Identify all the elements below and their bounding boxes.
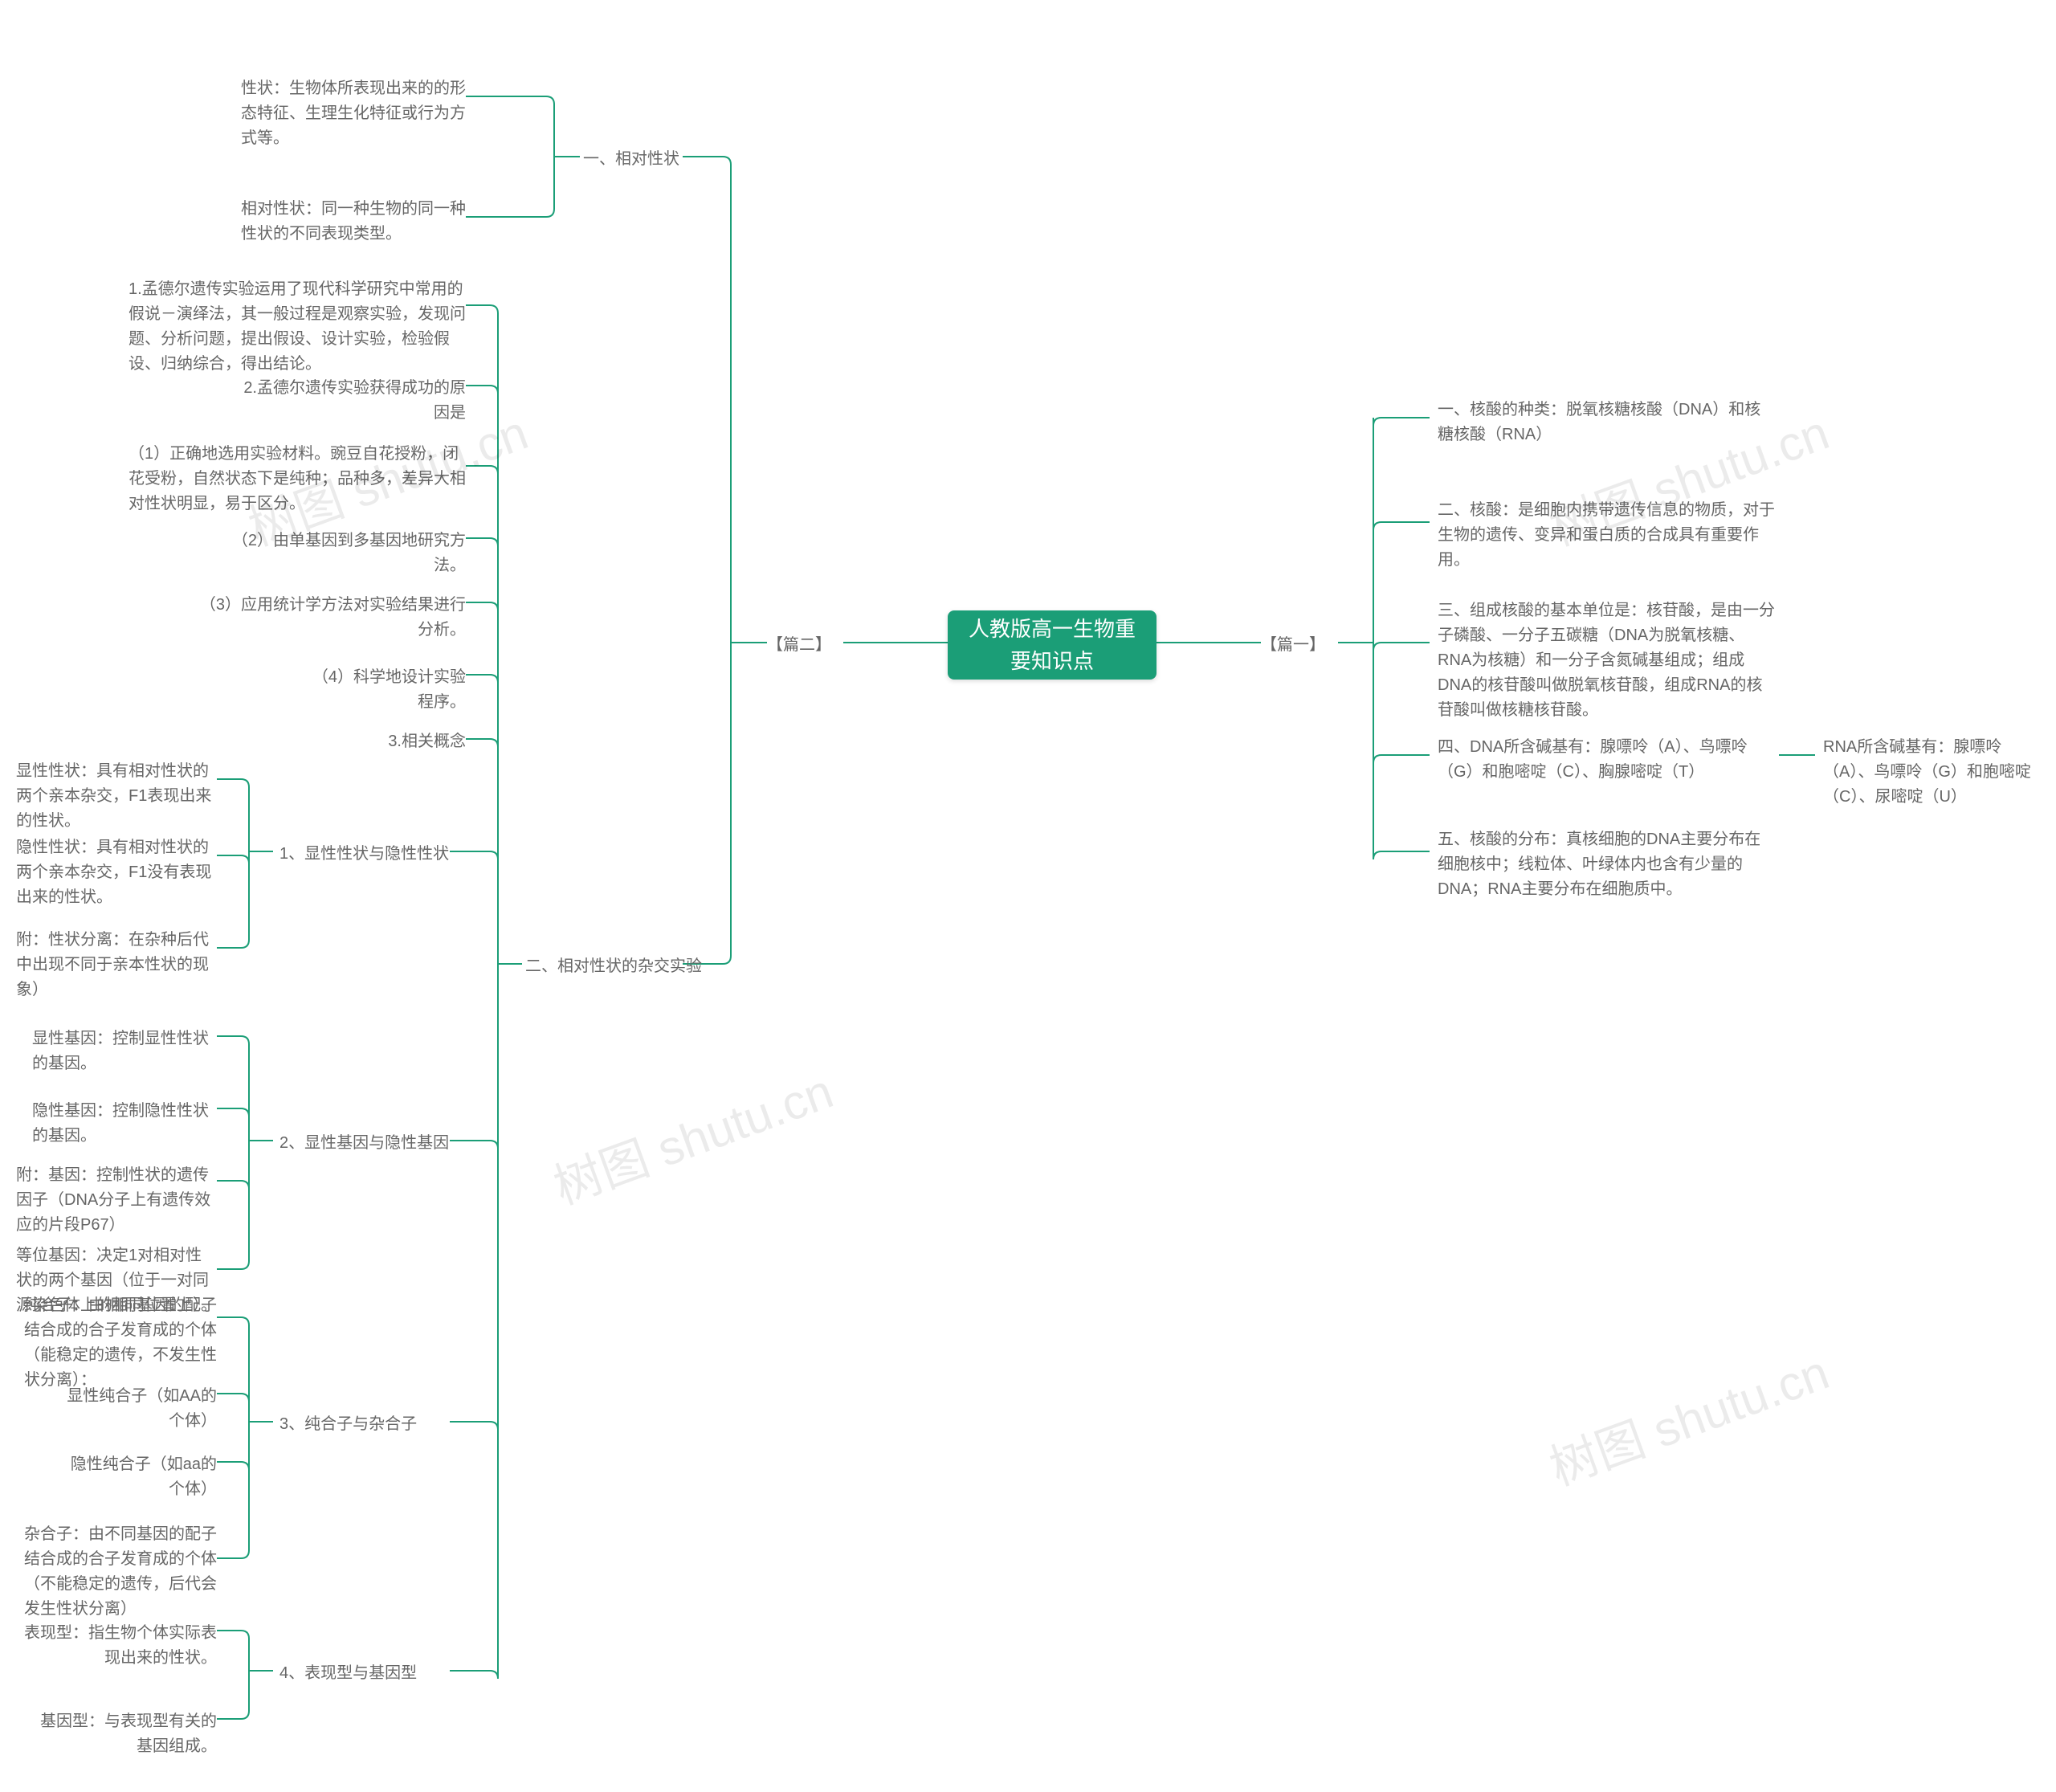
branch-right-label: 【篇一】 xyxy=(1261,633,1325,658)
right-item-1: 一、核酸的种类：脱氧核糖核酸（DNA）和核糖核酸（RNA） xyxy=(1438,398,1775,447)
sec1-label: 一、相对性状 xyxy=(583,147,679,172)
sub1-b: 隐性性状：具有相对性状的两个亲本杂交，F1没有表现出来的性状。 xyxy=(16,835,217,910)
sec2-p1: 1.孟德尔遗传实验运用了现代科学研究中常用的假说－演绎法，其一般过程是观察实验，… xyxy=(128,277,466,377)
sub2-a: 显性基因：控制显性性状的基因。 xyxy=(32,1027,217,1076)
right-item-3: 三、组成核酸的基本单位是：核苷酸，是由一分子磷酸、一分子五碳糖（DNA为脱氧核糖… xyxy=(1438,598,1775,723)
sub1-a: 显性性状：具有相对性状的两个亲本杂交，F1表现出来的性状。 xyxy=(16,759,217,834)
sec1-c2: 相对性状：同一种生物的同一种性状的不同表现类型。 xyxy=(241,197,466,247)
branch-left-label: 【篇二】 xyxy=(767,633,831,658)
sec2-p4: （2）由单基因到多基因地研究方法。 xyxy=(209,529,466,578)
sec2-p5: （3）应用统计学方法对实验结果进行分析。 xyxy=(185,593,466,643)
sub4-b: 基因型：与表现型有关的基因组成。 xyxy=(32,1709,217,1759)
right-item-2: 二、核酸：是细胞内携带遗传信息的物质，对于生物的遗传、变异和蛋白质的合成具有重要… xyxy=(1438,498,1775,573)
sec1-c1: 性状：生物体所表现出来的的形态特征、生理生化特征或行为方式等。 xyxy=(241,76,466,151)
root-node: 人教版高一生物重要知识点 xyxy=(948,610,1156,680)
right-item-4-child: RNA所含碱基有：腺嘌呤（A）、鸟嘌呤（G）和胞嘧啶（C）、尿嘧啶（U） xyxy=(1823,735,2040,810)
sec2-p7: 3.相关概念 xyxy=(386,729,466,754)
sec2-p6: （4）科学地设计实验程序。 xyxy=(305,665,466,715)
right-item-4: 四、DNA所含碱基有：腺嘌呤（A）、鸟嘌呤（G）和胞嘧啶（C）、胸腺嘧啶（T） xyxy=(1438,735,1775,785)
sec2-p3: （1）正确地选用实验材料。豌豆自花授粉，闭花受粉，自然状态下是纯种；品种多，差异… xyxy=(128,442,466,516)
sub2-b: 隐性基因：控制隐性性状的基因。 xyxy=(32,1099,217,1149)
sec2-label: 二、相对性状的杂交实验 xyxy=(525,954,702,979)
mindmap-canvas: 人教版高一生物重要知识点 【篇一】 一、核酸的种类：脱氧核糖核酸（DNA）和核糖… xyxy=(0,0,2056,1792)
sub2-label: 2、显性基因与隐性基因 xyxy=(279,1131,449,1156)
sub3-d: 杂合子：由不同基因的配子结合成的合子发育成的个体（不能稳定的遗传，后代会发生性状… xyxy=(24,1522,217,1622)
watermark: 树图 shutu.cn xyxy=(543,1052,841,1218)
sub4-a: 表现型：指生物个体实际表现出来的性状。 xyxy=(16,1621,217,1671)
sub2-c: 附：基因：控制性状的遗传因子（DNA分子上有遗传效应的片段P67） xyxy=(16,1163,217,1238)
sec2-p2: 2.孟德尔遗传实验获得成功的原因是 xyxy=(233,376,466,426)
right-item-5: 五、核酸的分布：真核细胞的DNA主要分布在细胞核中；线粒体、叶绿体内也含有少量的… xyxy=(1438,827,1775,902)
watermark: 树图 shutu.cn xyxy=(1539,1333,1837,1499)
sub1-label: 1、显性性状与隐性性状 xyxy=(279,842,449,867)
sub3-c: 隐性纯合子（如aa的个体） xyxy=(56,1452,217,1502)
sub3-label: 3、纯合子与杂合子 xyxy=(279,1412,417,1437)
sub1-c: 附：性状分离：在杂种后代中出现不同于亲本性状的现象） xyxy=(16,928,217,1002)
sub4-label: 4、表现型与基因型 xyxy=(279,1661,417,1686)
sub3-a: 纯合子：由相同基因的配子结合成的合子发育成的个体（能稳定的遗传，不发生性状分离）… xyxy=(24,1293,217,1393)
sub3-b: 显性纯合子（如AA的个体） xyxy=(56,1384,217,1434)
